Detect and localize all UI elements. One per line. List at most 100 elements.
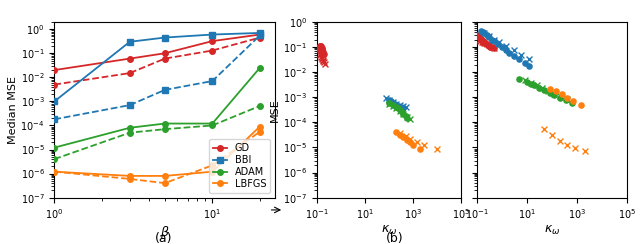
LBFGS <box>126 174 134 177</box>
Point <box>395 105 405 109</box>
BBI <box>209 33 216 36</box>
Point <box>388 104 398 108</box>
Point <box>497 45 507 49</box>
Point <box>390 102 400 106</box>
Point <box>388 101 398 105</box>
BBI <box>161 36 169 39</box>
Point <box>319 61 330 65</box>
Point <box>477 40 487 43</box>
Line: ADAM: ADAM <box>52 65 262 150</box>
Point <box>509 54 519 58</box>
ADAM <box>161 122 169 125</box>
Point <box>398 112 408 116</box>
GD <box>51 69 58 71</box>
Point <box>568 99 579 103</box>
Point <box>482 42 492 46</box>
LBFGS <box>51 170 58 173</box>
GD <box>209 40 216 42</box>
Point <box>398 135 408 139</box>
Point <box>401 105 411 109</box>
Point <box>397 110 407 114</box>
Point <box>391 103 401 107</box>
Point <box>384 98 394 102</box>
Point <box>314 44 324 48</box>
Point <box>381 96 392 100</box>
Point <box>412 140 422 144</box>
Point <box>487 45 497 49</box>
Point <box>557 92 567 96</box>
Point <box>314 46 324 50</box>
Point <box>317 47 327 51</box>
Point <box>487 45 497 49</box>
LBFGS <box>209 170 216 173</box>
Point <box>403 138 413 142</box>
Point <box>478 40 488 44</box>
Point <box>561 98 571 102</box>
Y-axis label: MSE: MSE <box>270 98 280 122</box>
Point <box>484 44 494 48</box>
Point <box>316 55 326 59</box>
Point <box>554 96 564 100</box>
Point <box>522 80 532 83</box>
Point <box>489 38 499 41</box>
LBFGS <box>161 174 169 177</box>
Point <box>485 45 495 49</box>
Point <box>318 59 328 63</box>
Point <box>562 97 572 101</box>
Point <box>487 38 497 41</box>
Point <box>509 48 519 52</box>
Point <box>315 46 325 50</box>
Text: (b): (b) <box>386 232 404 244</box>
Point <box>476 38 486 42</box>
LBFGS <box>256 125 264 128</box>
Point <box>476 29 486 33</box>
Point <box>489 46 499 50</box>
Point <box>570 146 580 150</box>
Point <box>529 83 540 87</box>
Point <box>551 90 561 93</box>
Point <box>477 39 488 43</box>
Point <box>566 101 577 105</box>
Point <box>415 147 425 151</box>
Point <box>540 88 550 92</box>
Point <box>474 35 484 39</box>
Point <box>484 43 494 47</box>
Point <box>314 45 324 49</box>
Point <box>395 109 405 113</box>
Point <box>315 44 325 48</box>
Point <box>482 42 492 46</box>
GD <box>161 52 169 55</box>
Point <box>516 53 527 57</box>
Point <box>478 30 488 34</box>
Point <box>479 41 490 45</box>
Point <box>473 34 483 38</box>
Point <box>317 47 328 51</box>
Point <box>391 106 401 110</box>
Point <box>391 102 401 106</box>
Point <box>314 45 324 49</box>
Point <box>479 30 490 34</box>
Point <box>476 37 486 41</box>
Point <box>316 44 326 48</box>
Line: BBI: BBI <box>52 30 262 104</box>
Point <box>315 53 325 57</box>
Line: LBFGS: LBFGS <box>52 124 262 179</box>
Point <box>403 116 413 120</box>
Point <box>403 115 413 119</box>
Point <box>476 39 486 43</box>
Point <box>484 35 494 39</box>
Point <box>315 48 325 52</box>
ADAM <box>126 126 134 129</box>
Point <box>482 33 492 37</box>
Point <box>489 46 499 50</box>
Point <box>405 137 415 141</box>
Point <box>395 133 405 137</box>
X-axis label: $\kappa_{\omega}$: $\kappa_{\omega}$ <box>544 224 560 237</box>
BBI <box>51 100 58 103</box>
Point <box>384 102 394 106</box>
Point <box>501 48 511 52</box>
Point <box>494 40 504 44</box>
Point <box>393 104 403 108</box>
ADAM <box>256 66 264 69</box>
Point <box>401 134 411 138</box>
